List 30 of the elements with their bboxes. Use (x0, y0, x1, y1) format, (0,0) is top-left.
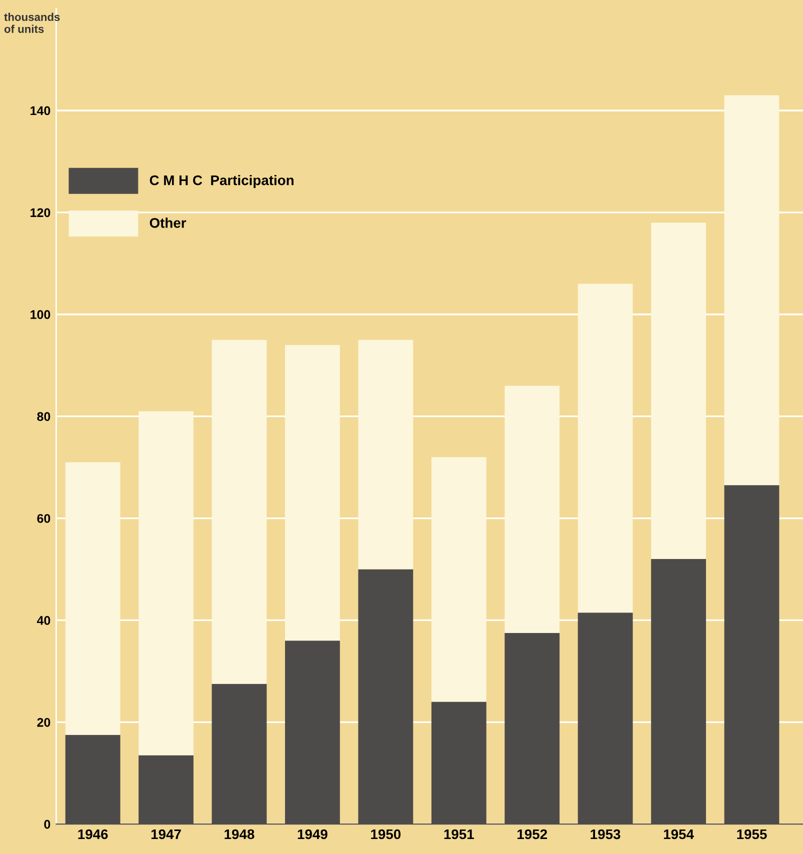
y-tick-label: 80 (37, 412, 50, 421)
legend-label: C M H C Participation (150, 175, 294, 188)
legend-label: Other (150, 218, 186, 228)
y-tick-label: 120 (30, 208, 50, 218)
bar (431, 457, 486, 702)
x-tick-label: 1946 (78, 829, 108, 840)
bar (138, 411, 194, 756)
y-tick-label: 20 (37, 718, 50, 727)
x-tick-label: 1950 (371, 829, 401, 840)
y-tick-label: 60 (37, 514, 50, 523)
bar (578, 284, 633, 613)
x-tick-label: 1954 (664, 829, 694, 840)
bar (212, 340, 267, 684)
bar (65, 462, 120, 735)
bar (651, 222, 706, 560)
x-tick-label: 1951 (444, 829, 474, 840)
x-tick-label: 1949 (298, 829, 328, 840)
x-tick-label: 1947 (151, 829, 181, 840)
y-tick-label: 100 (30, 310, 50, 320)
bar (724, 95, 780, 486)
y-tick-label: 40 (36, 616, 50, 625)
bar (358, 340, 414, 570)
x-tick-label: 1952 (518, 829, 547, 840)
x-tick-label: 1953 (590, 829, 620, 840)
x-tick-label: 1955 (737, 829, 767, 840)
bar (285, 344, 340, 641)
y-tick-label: 0 (44, 820, 50, 829)
x-tick-label: 1948 (224, 829, 254, 840)
bar (504, 386, 560, 633)
y-tick-label: 140 (30, 106, 50, 116)
